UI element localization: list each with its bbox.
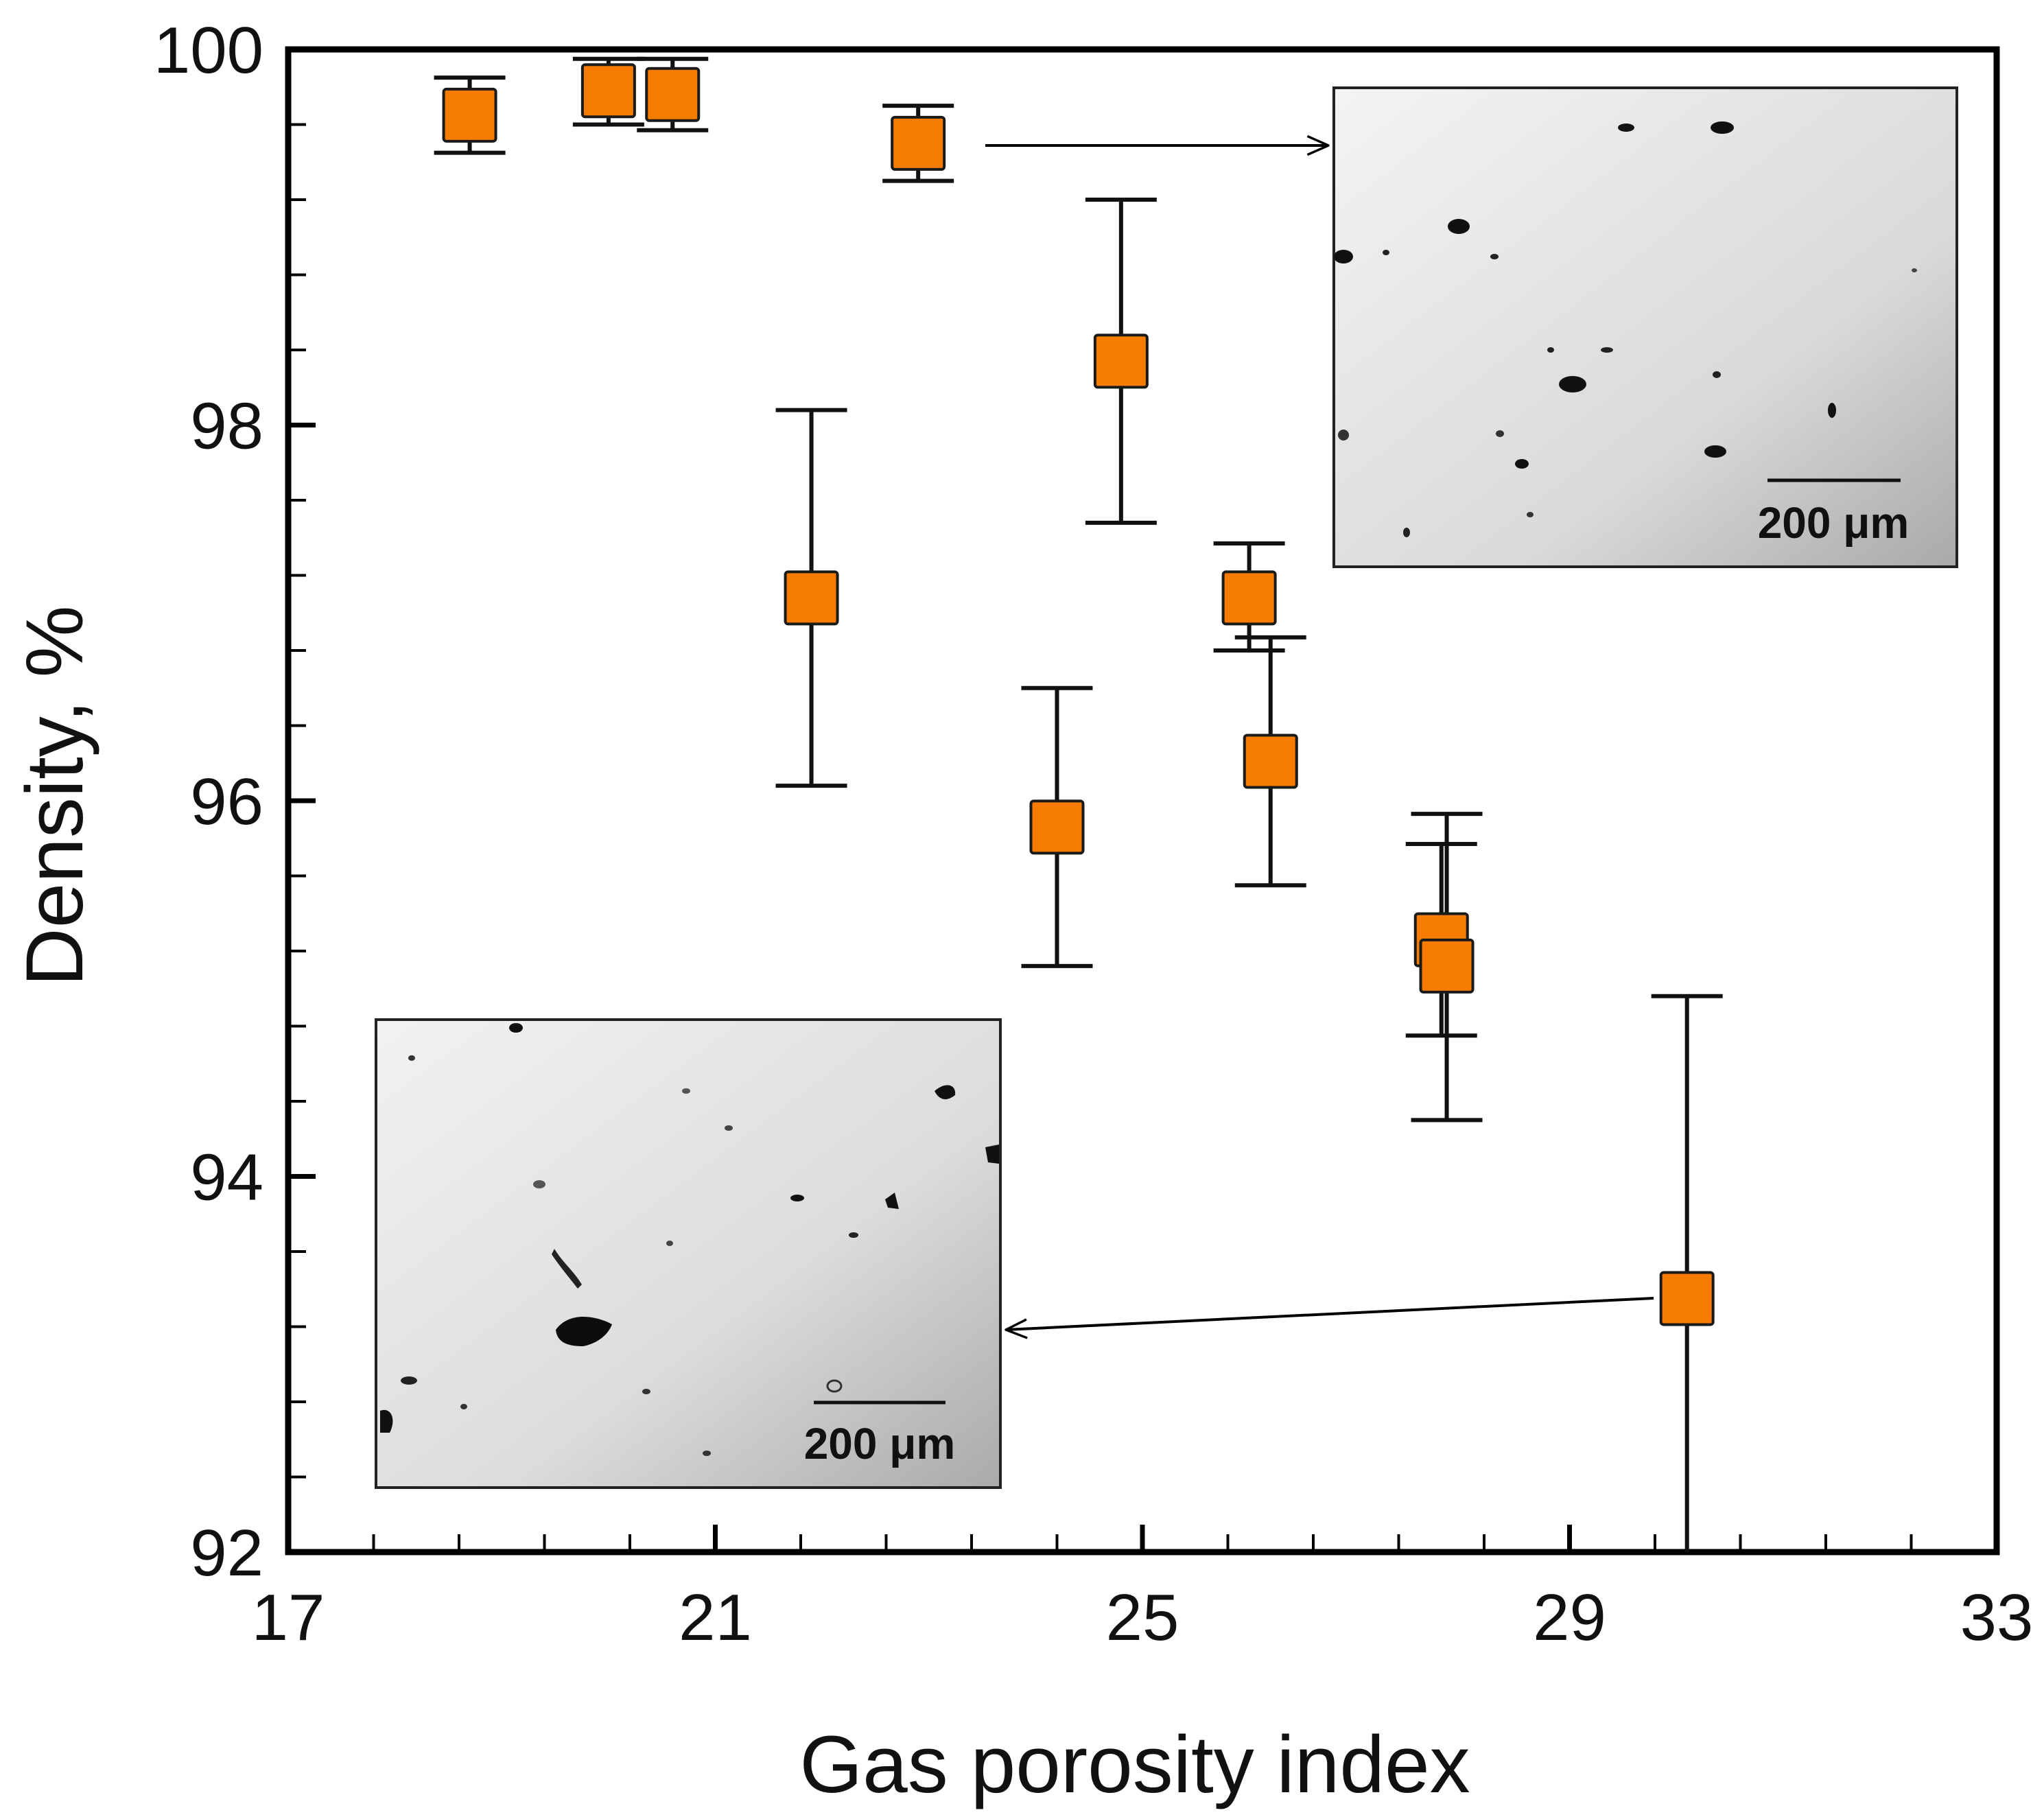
- pore-mark: [985, 1145, 999, 1164]
- pore-mark: [1527, 512, 1534, 517]
- plot-frame: [285, 46, 2000, 1556]
- pore-mark: [666, 1241, 673, 1246]
- pore-mark: [885, 1193, 899, 1209]
- pore-mark: [682, 1088, 690, 1094]
- pore-mark: [1496, 430, 1504, 437]
- x-tick-label: 33: [1960, 1581, 2034, 1654]
- y-tick-label: 94: [190, 1141, 263, 1214]
- pore-mark: [1559, 376, 1586, 392]
- x-tick-label: 29: [1533, 1581, 1606, 1654]
- x-tick-labels: 17 21 25 29 33: [252, 1581, 2034, 1654]
- pore-mark: [552, 1249, 582, 1289]
- data-point-10: [1419, 938, 1475, 994]
- pore-mark: [849, 1232, 858, 1238]
- x-tick-label: 17: [252, 1581, 325, 1654]
- pore-mark: [1515, 459, 1529, 469]
- data-point-5: [1029, 799, 1085, 855]
- pore-mark: [509, 1023, 523, 1033]
- pore-mark: [1711, 121, 1734, 134]
- data-markers: [442, 63, 1715, 1326]
- y-tick-labels: 92 94 96 98 100: [154, 14, 263, 1590]
- pore-mark: [1601, 347, 1613, 353]
- y-axis-title: Density, %: [10, 605, 100, 986]
- x-tick-label: 21: [679, 1581, 752, 1654]
- pore-mark: [1338, 430, 1349, 441]
- scale-bar-label: 200 μm: [1758, 498, 1910, 548]
- data-point-6: [1093, 333, 1149, 389]
- pore-mark: [642, 1389, 650, 1394]
- x-axis-title: Gas porosity index: [799, 1720, 1470, 1810]
- pore-mark: [1490, 254, 1499, 259]
- micrograph-image: [1332, 86, 1958, 568]
- pore-mark: [935, 1085, 956, 1100]
- callout-arrow-to-bottom-inset: [1006, 1297, 1654, 1330]
- y-tick-label: 96: [190, 765, 263, 838]
- data-point-11: [1659, 1271, 1715, 1326]
- y-tick-label: 92: [190, 1516, 263, 1590]
- pore-mark: [1912, 268, 1917, 272]
- pore-mark: [401, 1376, 417, 1385]
- pore-mark: [1547, 347, 1554, 353]
- data-point-7: [1221, 570, 1277, 626]
- pore-mark: [1704, 445, 1726, 458]
- pore-mark: [1713, 371, 1721, 378]
- pore-mark: [1828, 403, 1836, 418]
- pore-mark: [790, 1195, 804, 1201]
- pore-mark: [1383, 250, 1389, 255]
- micrograph-inset-top-right: 200 μm: [1332, 86, 1958, 568]
- data-point-2: [645, 67, 701, 122]
- scale-bar-label: 200 μm: [804, 1419, 956, 1468]
- pore-mark: [1618, 124, 1634, 132]
- pore-mark: [408, 1055, 415, 1061]
- major-ticks: [288, 423, 1572, 1552]
- x-tick-label: 25: [1106, 1581, 1179, 1654]
- pore-mark: [1334, 250, 1353, 263]
- pore-mark: [1448, 219, 1470, 234]
- pore-mark: [703, 1451, 711, 1456]
- pore-mark: [1403, 528, 1410, 537]
- data-point-1: [580, 63, 636, 119]
- pore-mark: [533, 1180, 545, 1188]
- pore-mark: [556, 1317, 612, 1346]
- y-tick-label: 98: [190, 390, 263, 463]
- pore-mark: [725, 1125, 733, 1131]
- data-point-4: [891, 115, 946, 171]
- pore-mark: [380, 1409, 393, 1433]
- y-tick-label: 100: [154, 14, 263, 87]
- data-point-3: [784, 570, 839, 626]
- pore-mark: [460, 1404, 467, 1409]
- micrograph-inset-bottom-left: 200 μm: [375, 1018, 1002, 1489]
- data-point-8: [1243, 734, 1298, 789]
- pore-mark: [826, 1379, 843, 1393]
- data-point-0: [442, 87, 497, 143]
- micrograph-image: [375, 1018, 1002, 1489]
